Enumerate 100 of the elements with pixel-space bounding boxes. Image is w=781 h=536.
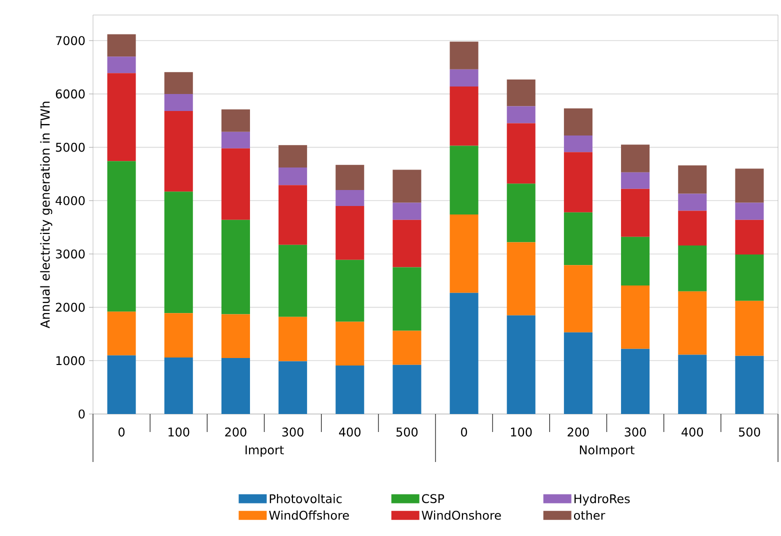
y-tick-label: 7000 bbox=[56, 36, 85, 46]
x-tick-label: 500 bbox=[738, 428, 760, 437]
bar bbox=[735, 300, 764, 356]
bar bbox=[164, 192, 193, 314]
bar bbox=[735, 356, 764, 414]
bar bbox=[506, 106, 536, 124]
bar bbox=[564, 332, 592, 414]
bar bbox=[506, 184, 536, 242]
bar bbox=[336, 164, 364, 190]
bar bbox=[278, 316, 308, 362]
legend-label: other bbox=[574, 510, 606, 520]
legend-label: HydroRes bbox=[574, 494, 630, 506]
bar bbox=[392, 267, 422, 331]
bar bbox=[564, 108, 592, 136]
bar bbox=[107, 161, 136, 312]
legend-label: Photovoltaic bbox=[270, 494, 342, 504]
legend-label: WindOnshore bbox=[422, 510, 501, 520]
bar bbox=[450, 86, 478, 146]
x-tick-label: 300 bbox=[282, 428, 304, 437]
y-tick-label: 1000 bbox=[56, 356, 85, 366]
x-tick-label: 200 bbox=[568, 428, 589, 437]
bar bbox=[506, 123, 536, 184]
y-tick-label: 6000 bbox=[56, 89, 85, 98]
bar bbox=[564, 212, 592, 266]
x-tick-label: 0 bbox=[461, 428, 468, 437]
bar bbox=[336, 206, 364, 260]
bar bbox=[107, 34, 136, 57]
bar bbox=[336, 322, 364, 366]
bar bbox=[621, 348, 650, 414]
bar bbox=[506, 242, 536, 316]
x-tick-label: 400 bbox=[682, 428, 703, 437]
bar bbox=[564, 265, 592, 332]
bar bbox=[164, 313, 193, 358]
bar bbox=[107, 73, 136, 162]
x-tick-label: 100 bbox=[168, 428, 190, 437]
bar bbox=[392, 202, 422, 220]
bar bbox=[278, 168, 308, 186]
bar bbox=[621, 285, 650, 349]
y-axis-title: Annual electricity generation in TWh bbox=[40, 102, 52, 328]
bar bbox=[164, 94, 193, 112]
bar bbox=[564, 136, 592, 152]
bar bbox=[164, 111, 193, 192]
x-tick-label: 300 bbox=[624, 428, 646, 437]
bar bbox=[164, 72, 193, 94]
bar bbox=[392, 364, 422, 414]
x-tick-label: 500 bbox=[396, 428, 418, 437]
y-tick-label: 0 bbox=[78, 409, 85, 419]
bar bbox=[221, 220, 250, 314]
bar bbox=[278, 361, 308, 414]
x-tick-label: 400 bbox=[339, 428, 360, 437]
bar bbox=[221, 358, 250, 414]
bar bbox=[735, 254, 764, 301]
bar bbox=[107, 56, 136, 74]
bar bbox=[450, 69, 478, 86]
bar bbox=[221, 132, 250, 148]
bar bbox=[621, 144, 650, 172]
bar bbox=[221, 109, 250, 132]
bar bbox=[678, 194, 707, 211]
bar bbox=[336, 190, 364, 206]
legend-label: CSP bbox=[422, 494, 444, 504]
bar bbox=[621, 188, 650, 237]
bar bbox=[278, 145, 308, 168]
bar bbox=[336, 365, 364, 414]
x-tick-label: 0 bbox=[118, 428, 125, 437]
bar bbox=[221, 148, 250, 220]
bar bbox=[164, 357, 193, 414]
x-tick-label: 100 bbox=[511, 428, 532, 437]
bar bbox=[450, 146, 478, 214]
bar bbox=[678, 354, 707, 414]
bar bbox=[107, 355, 136, 414]
bar bbox=[392, 170, 422, 203]
legend-label: WindOffshore bbox=[269, 510, 349, 520]
bar bbox=[506, 80, 536, 106]
y-tick-label: 2000 bbox=[56, 302, 85, 312]
bar bbox=[678, 165, 707, 194]
bar bbox=[450, 214, 478, 293]
bar bbox=[621, 236, 650, 286]
y-tick-label: 3000 bbox=[56, 249, 85, 258]
bar bbox=[450, 292, 478, 414]
bar bbox=[621, 172, 650, 189]
bar bbox=[278, 185, 308, 245]
bar bbox=[678, 245, 707, 292]
bar bbox=[107, 312, 136, 356]
bar bbox=[221, 314, 250, 358]
bar bbox=[735, 220, 764, 255]
x-tick-label: 200 bbox=[225, 428, 246, 437]
bar bbox=[735, 168, 764, 203]
bar bbox=[392, 330, 422, 365]
bar bbox=[735, 202, 764, 220]
text: NoImport bbox=[580, 446, 634, 457]
bar bbox=[678, 291, 707, 355]
bar bbox=[278, 244, 308, 317]
y-tick-label: 5000 bbox=[56, 142, 85, 152]
bar bbox=[392, 220, 422, 268]
bar bbox=[506, 315, 536, 414]
bar bbox=[678, 210, 707, 246]
bar bbox=[564, 152, 592, 212]
text: Import bbox=[246, 446, 284, 457]
y-tick-label: 4000 bbox=[56, 196, 85, 206]
bar bbox=[336, 260, 364, 322]
